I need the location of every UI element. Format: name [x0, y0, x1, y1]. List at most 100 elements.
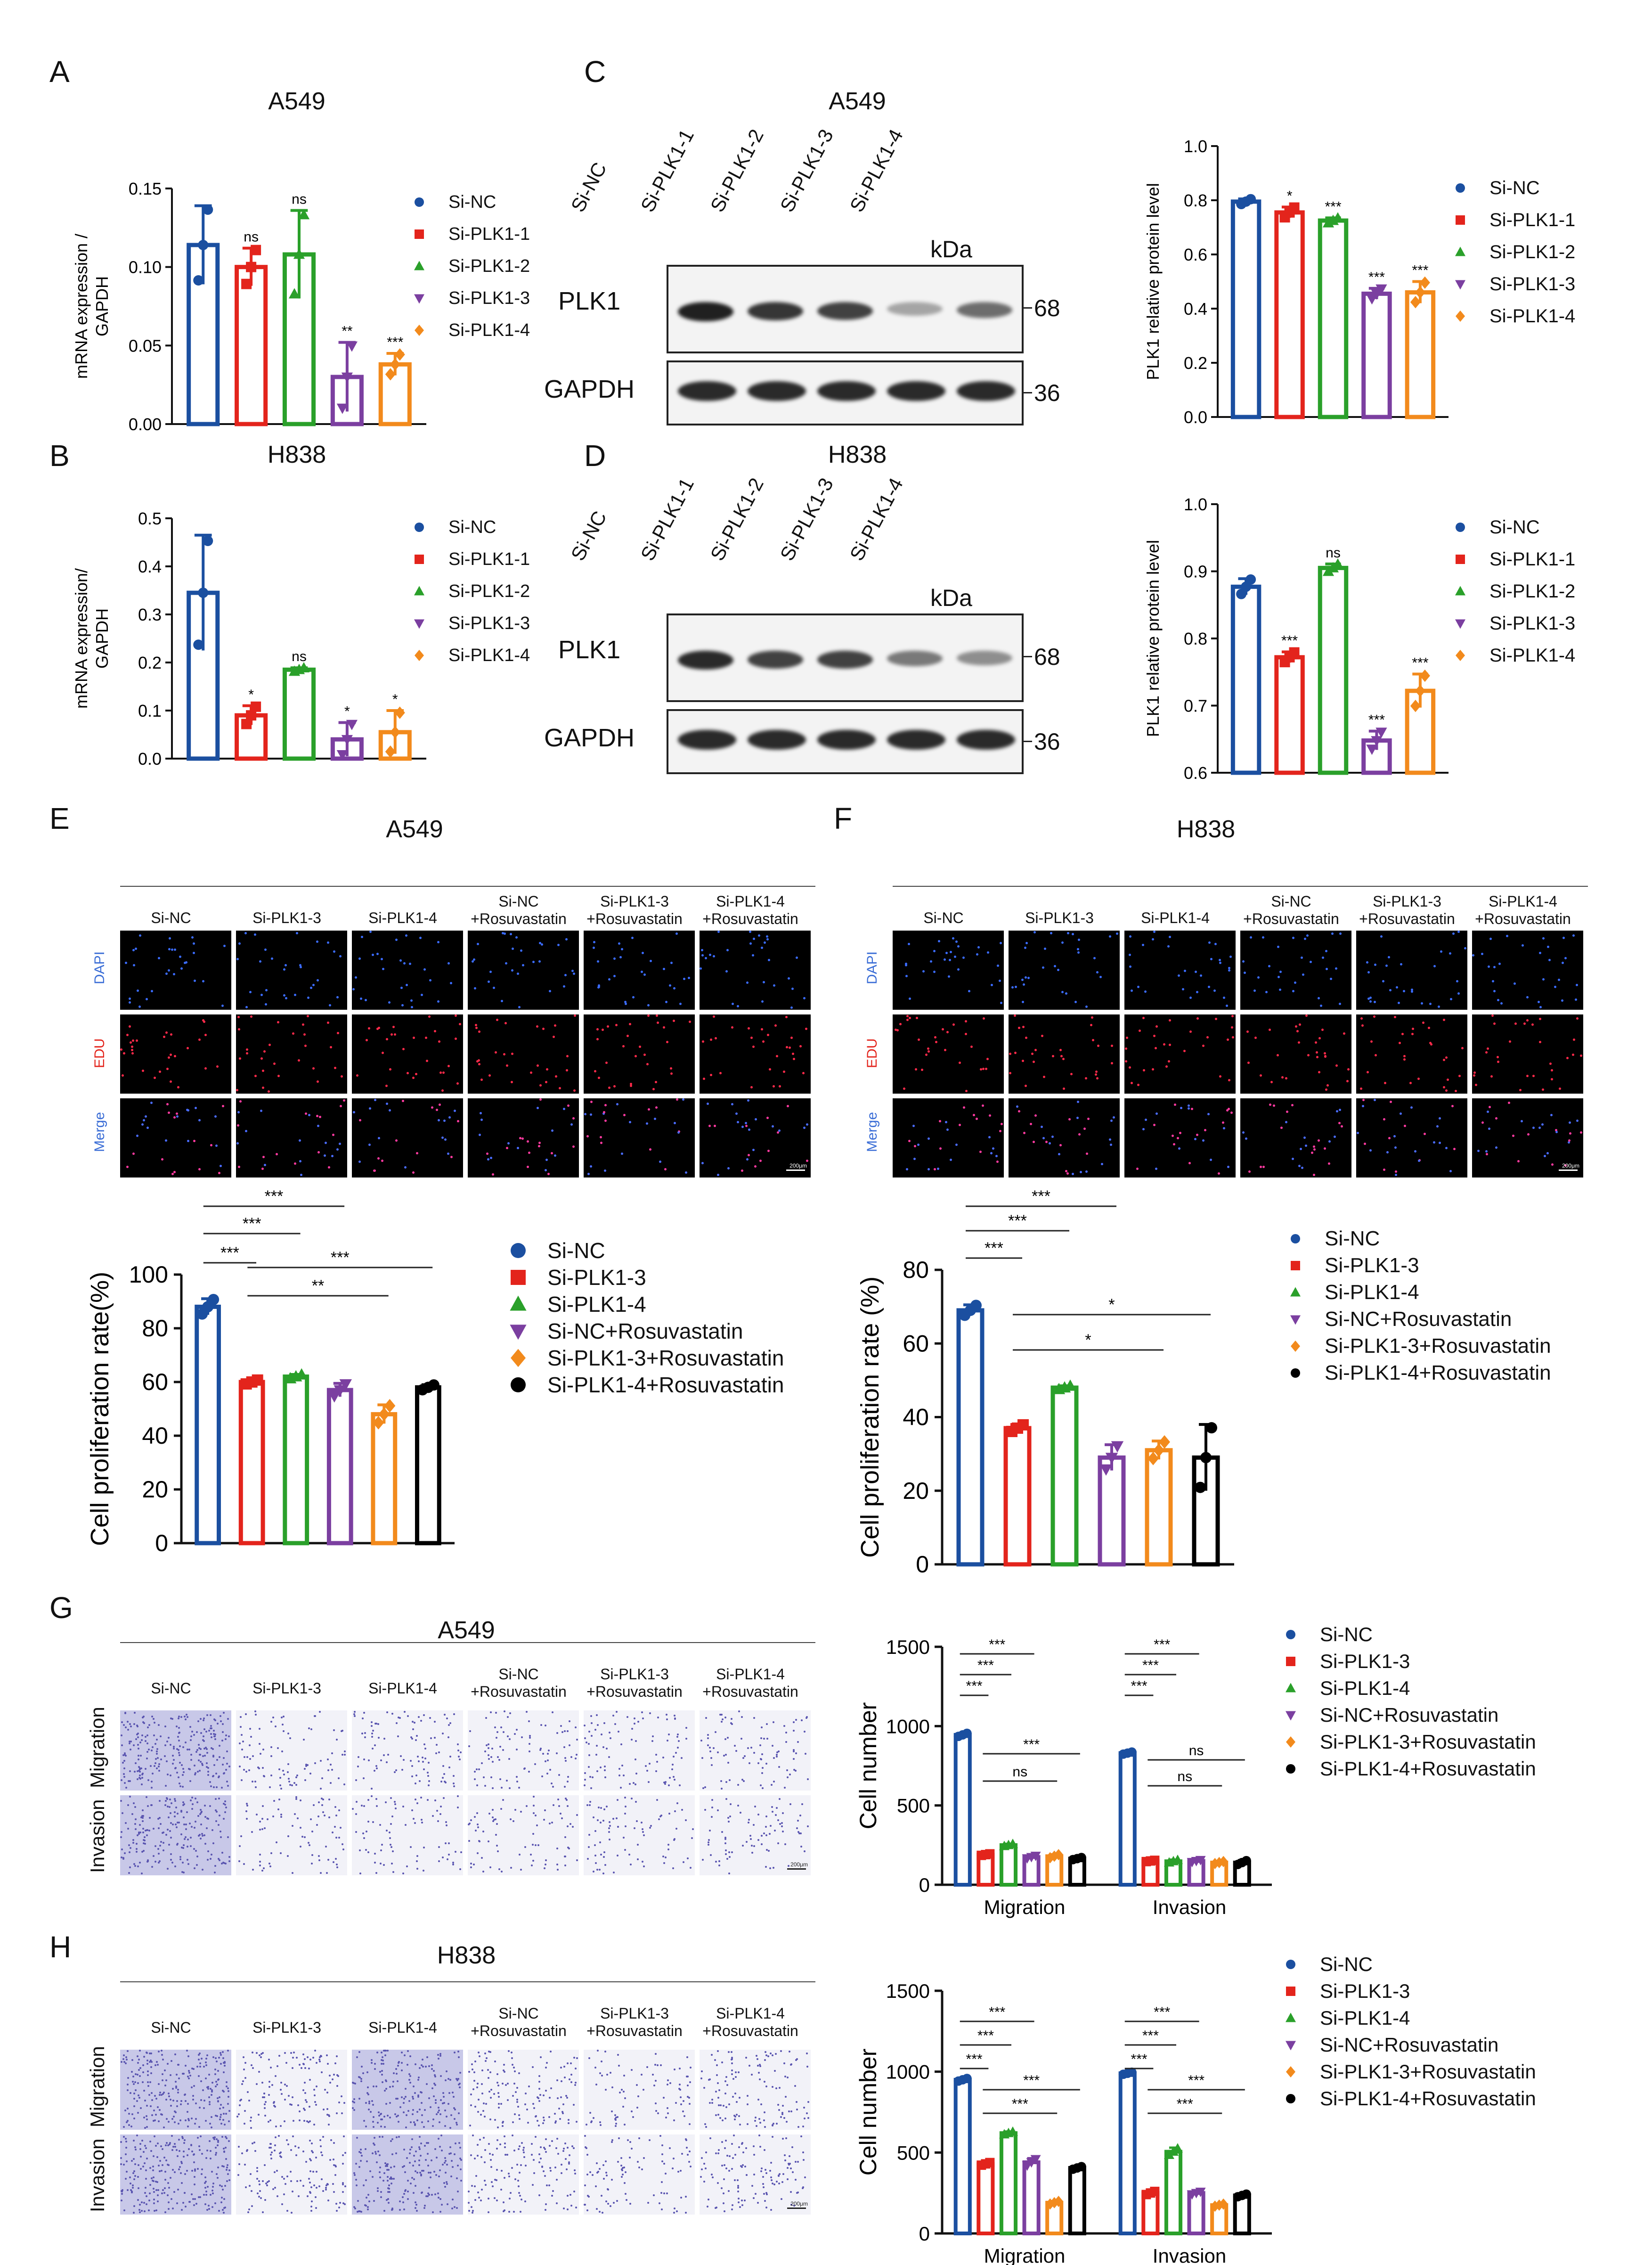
cell-dot [806, 2066, 808, 2068]
cell-dot [165, 1800, 167, 1802]
cell-dot [220, 1720, 222, 1722]
cell-dot [199, 2107, 201, 2109]
cell-dot [377, 2122, 379, 2124]
cell-dot [584, 1772, 586, 1774]
cell-dot [398, 2062, 399, 2064]
cell-dot [279, 2152, 281, 2154]
cell-dot [321, 2178, 323, 2180]
cell-dot [542, 1028, 545, 1030]
cell-dot [453, 1775, 455, 1777]
cell-dot [259, 1854, 261, 1856]
cell-dot [536, 1824, 538, 1826]
cell-dot [199, 2062, 201, 2064]
cell-dot [674, 1838, 675, 1840]
cell-dot [665, 1001, 667, 1003]
cell-dot [402, 2196, 404, 2198]
cell-dot [563, 2148, 565, 2150]
micrograph [468, 2134, 579, 2215]
cell-dot [149, 2167, 151, 2169]
cell-dot [599, 1841, 601, 1843]
cell-dot [502, 932, 504, 934]
plk1-band [957, 302, 1012, 318]
cell-dot [283, 968, 285, 971]
cell-dot [122, 2058, 124, 2060]
cell-dot [1326, 1084, 1329, 1087]
cell-dot [457, 2165, 459, 2167]
cell-dot [930, 960, 932, 963]
cell-dot [508, 2173, 510, 2175]
cell-dot [979, 1151, 982, 1153]
cell-dot [244, 2123, 245, 2125]
cell-dot [549, 1823, 551, 1824]
cell-dot [722, 1718, 724, 1720]
cell-dot [174, 1767, 176, 1769]
cell-dot [146, 1796, 147, 1798]
cell-dot [753, 1717, 755, 1719]
cell-dot [713, 1747, 715, 1749]
cell-dot [393, 2166, 395, 2167]
cell-dot [721, 1721, 723, 1723]
cell-dot [554, 1154, 556, 1157]
cell-dot [133, 2140, 135, 2142]
cell-dot [174, 1798, 176, 1800]
cell-dot [203, 1021, 205, 1023]
cell-dot [663, 1026, 665, 1029]
cell-dot [516, 2087, 518, 2089]
cell-dot [496, 1737, 497, 1739]
cell-dot [374, 1862, 376, 1864]
cell-dot [185, 2100, 187, 2102]
lane-label: Si-NC [566, 158, 611, 216]
cell-dot [805, 1028, 807, 1030]
cell-dot [474, 1778, 476, 1780]
micrograph [1009, 1014, 1120, 1094]
cell-dot [179, 2150, 180, 2152]
cell-dot [128, 2113, 130, 2115]
cell-dot [589, 1801, 591, 1803]
data-point [1159, 1435, 1170, 1449]
micrograph [468, 1710, 579, 1791]
cell-dot [511, 969, 513, 972]
data-point [198, 240, 209, 250]
cell-dot [133, 2178, 135, 2180]
cell-dot [474, 1816, 476, 1818]
cell-dot [264, 2103, 266, 2105]
cell-dot [264, 2115, 266, 2117]
panel-letter-c: C [584, 55, 606, 89]
cell-dot [744, 1755, 746, 1757]
cell-dot [551, 2195, 553, 2197]
cell-dot [198, 1759, 200, 1761]
cell-dot [331, 1752, 333, 1754]
cell-dot [626, 2199, 627, 2201]
cell-dot [1526, 1075, 1529, 1077]
cell-dot [478, 1063, 480, 1065]
cell-dot [482, 1871, 484, 1873]
cell-dot [407, 1715, 409, 1717]
cell-dot [541, 1775, 543, 1777]
cell-dot [283, 1774, 285, 1775]
cell-dot [358, 2051, 360, 2053]
cell-dot [1449, 952, 1451, 955]
cell-dot [138, 1777, 140, 1779]
cell-dot [212, 1829, 213, 1831]
cell-dot [140, 2107, 142, 2109]
cell-dot [594, 1729, 596, 1731]
cell-dot [568, 1848, 570, 1849]
cell-dot [324, 1815, 326, 1816]
cell-dot [144, 2100, 146, 2101]
cell-dot [800, 1832, 802, 1834]
cell-dot [224, 1800, 226, 1802]
cell-dot [785, 2096, 787, 2098]
cell-dot [520, 1811, 522, 1813]
cell-dot [146, 2203, 147, 2205]
cell-dot [637, 2095, 639, 2097]
cell-dot [252, 1869, 254, 1871]
cell-dot [333, 2191, 335, 2193]
cell-dot [1096, 971, 1099, 973]
micrograph [584, 2134, 695, 2215]
cell-dot [1395, 1174, 1397, 1176]
cell-dot [474, 2106, 476, 2108]
cell-dot [1369, 1149, 1372, 1152]
cell-dot [666, 1714, 667, 1716]
data-point [970, 1300, 982, 1311]
cell-dot [130, 1041, 132, 1044]
